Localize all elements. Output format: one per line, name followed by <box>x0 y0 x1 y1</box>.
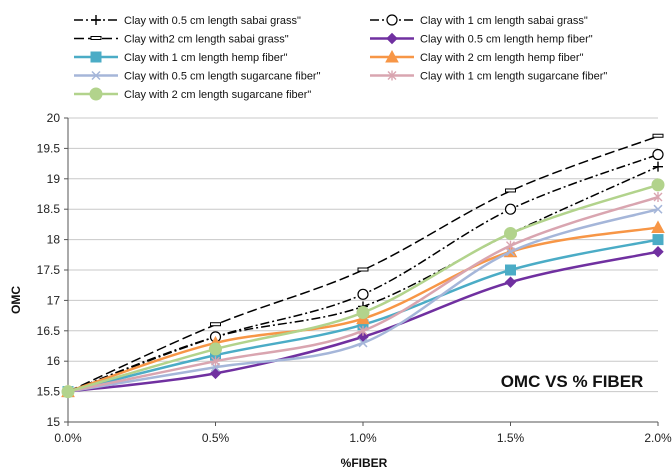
data-point <box>505 188 516 193</box>
data-point <box>505 264 516 276</box>
legend-marker <box>90 51 102 63</box>
data-point <box>653 204 663 214</box>
data-point <box>651 178 665 192</box>
legend-item: Clay with 0.5 cm length sabai grass" <box>74 15 301 27</box>
y-tick-label: 18 <box>47 233 61 247</box>
data-point <box>653 161 663 172</box>
legend-label: Clay with 1 cm length hemp fiber" <box>124 52 288 64</box>
x-tick-label: 0.5% <box>202 431 230 445</box>
y-tick-label: 16.5 <box>37 324 61 338</box>
y-tick-label: 15.5 <box>37 385 61 399</box>
data-point <box>504 276 517 288</box>
data-point <box>61 385 75 399</box>
data-point <box>652 234 664 246</box>
legend: Clay with 0.5 cm length sabai grass" Clay… <box>74 14 607 101</box>
data-point <box>506 240 515 251</box>
data-point <box>652 133 664 138</box>
legend-marker <box>386 14 398 26</box>
data-point <box>358 325 368 336</box>
legend-marker <box>89 87 103 101</box>
series-line <box>67 153 659 393</box>
data-point <box>652 246 664 258</box>
data-point <box>209 367 222 380</box>
legend-marker <box>386 32 398 45</box>
legend-label: Clay with2 cm length sabai grass" <box>124 34 289 46</box>
data-point <box>211 356 220 367</box>
gridlines <box>68 117 658 393</box>
data-point <box>357 288 369 300</box>
legend-label: Clay with 0.5 cm length hemp fiber" <box>420 34 593 46</box>
y-tick-label: 17 <box>47 293 61 307</box>
legend-label: Clay with 2 cm length sugarcane fiber" <box>124 89 311 101</box>
y-axis-title: OMC <box>9 286 23 314</box>
data-point <box>652 148 664 161</box>
data-point <box>653 192 663 203</box>
y-tick-label: 17.5 <box>37 263 61 277</box>
data-point <box>209 342 222 356</box>
series-line <box>67 165 659 393</box>
data-point <box>356 306 370 320</box>
series-line <box>67 135 659 393</box>
legend-item: Clay with 2 cm length hemp fiber" <box>370 49 584 64</box>
legend-item: Clay with 0.5 cm length sugarcane fiber" <box>74 71 321 83</box>
legend-label: Clay with 0.5 cm length sabai grass" <box>124 15 301 27</box>
y-tick-label: 15 <box>47 415 61 429</box>
legend-item: Clay with2 cm length sabai grass" <box>74 34 289 46</box>
legend-label: Clay with 0.5 cm length sugarcane fiber" <box>124 71 321 83</box>
legend-label: Clay with 2 cm length hemp fiber" <box>420 52 584 64</box>
legend-item: Clay with 2 cm length sugarcane fiber" <box>74 87 311 101</box>
y-tick-label: 19.5 <box>37 141 61 155</box>
legend-label: Clay with 1 cm length sugarcane fiber" <box>420 71 607 83</box>
legend-item: Clay with 0.5 cm length hemp fiber" <box>370 32 593 46</box>
legend-label: Clay with 1 cm length sabai grass" <box>420 15 588 27</box>
chart-annotation: OMC VS % FIBER <box>501 372 644 391</box>
data-point <box>210 322 221 327</box>
x-tick-label: 1.5% <box>497 431 525 445</box>
series-3 <box>62 133 664 394</box>
data-point <box>504 203 517 215</box>
legend-marker <box>91 15 101 25</box>
legend-marker <box>387 70 397 81</box>
data-point <box>358 338 368 348</box>
y-tick-label: 18.5 <box>37 202 61 216</box>
legend-marker <box>90 36 102 40</box>
x-axis-title: %FIBER <box>341 456 388 470</box>
series-layer <box>61 133 665 399</box>
x-tick-label: 2.0% <box>644 431 672 445</box>
data-point <box>504 227 517 241</box>
legend-marker <box>385 49 399 63</box>
data-point <box>357 267 369 272</box>
y-tick-label: 19 <box>47 172 61 186</box>
y-tick-label: 20 <box>47 111 61 125</box>
series-2 <box>62 148 664 398</box>
legend-item: Clay with 1 cm length hemp fiber" <box>74 51 288 64</box>
x-tick-label: 1.0% <box>349 431 377 445</box>
legend-marker <box>91 70 101 81</box>
legend-item: Clay with 1 cm length sabai grass" <box>370 14 588 27</box>
axes: 15 15.5 16 16.5 17 17.5 18 18.5 19 19.5 20 0.0% 0.5%… <box>37 111 672 445</box>
y-tick-label: 16 <box>47 354 61 368</box>
x-tick-label: 0.0% <box>54 431 82 445</box>
series-9 <box>61 178 665 399</box>
data-point <box>651 220 665 233</box>
legend-item: Clay with 1 cm length sugarcane fiber" <box>370 70 607 83</box>
